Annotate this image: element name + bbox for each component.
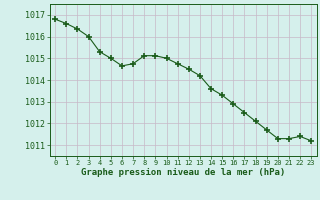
X-axis label: Graphe pression niveau de la mer (hPa): Graphe pression niveau de la mer (hPa): [81, 168, 285, 177]
